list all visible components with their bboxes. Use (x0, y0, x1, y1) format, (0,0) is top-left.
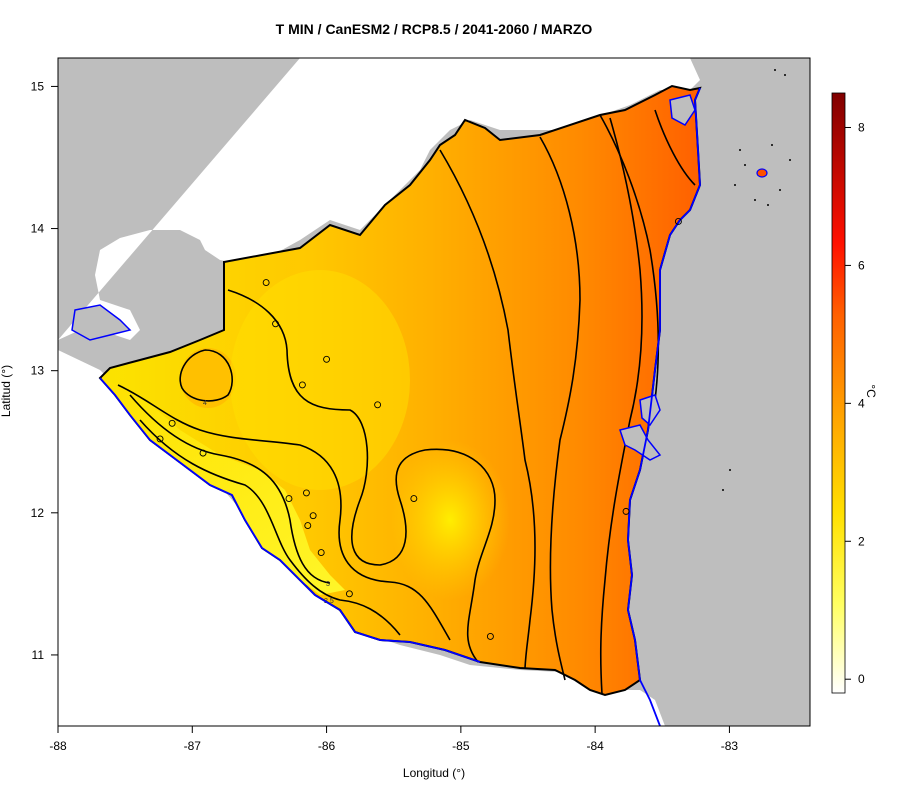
station-marker (374, 401, 382, 409)
lake-managua (619, 424, 662, 461)
chart-title: T MIN / CanESM2 / RCP8.5 / 2041-2060 / M… (275, 21, 593, 37)
x-tick-label: -86 (318, 739, 336, 753)
station-marker (298, 381, 306, 389)
contour-east-4b (599, 117, 643, 695)
contour-lines (117, 109, 696, 695)
y-tick-label: 13 (31, 364, 45, 378)
x-tick-label: -87 (184, 739, 202, 753)
x-axis-label: Longitud (°) (402, 766, 466, 780)
station-marker (345, 590, 353, 598)
station-marker (302, 489, 310, 497)
x-tick-label: -83 (721, 739, 739, 753)
station-marker (622, 507, 630, 515)
contour-coast-1.5 (139, 419, 401, 636)
contour-labels: 4 3 2.5 (203, 400, 334, 605)
station-marker (199, 449, 207, 457)
legend-tick-label: 8 (858, 120, 865, 134)
station-marker (317, 549, 325, 557)
station-markers (156, 217, 682, 640)
y-tick-label: 15 (31, 79, 45, 93)
corn-island (756, 168, 768, 178)
station-marker (323, 355, 331, 363)
station-marker (262, 279, 270, 287)
station-marker (486, 633, 494, 640)
gulf-of-fonseca (71, 304, 132, 341)
x-tick-label: -84 (586, 739, 604, 753)
contour-east-3 (439, 149, 536, 669)
x-axis: -88 -87 -86 -85 -84 -83 (49, 726, 738, 753)
contour-label: 4 (203, 400, 207, 407)
pacific-ocean (58, 350, 665, 726)
legend-tick-label: 6 (858, 258, 865, 272)
plot-frame (57, 57, 811, 727)
x-tick-label: -88 (49, 739, 67, 753)
y-tick-label: 11 (32, 648, 45, 662)
northwest-warm-pocket (180, 348, 236, 408)
legend-unit-label: °C (864, 384, 878, 398)
northeast-lagoon (669, 94, 696, 126)
legend-tick-label: 0 (858, 672, 865, 686)
y-tick-label: 14 (31, 222, 45, 236)
caribbean-coastline (627, 87, 701, 726)
station-marker (410, 495, 418, 503)
contour-ne (654, 109, 696, 186)
contour-coast-2b (129, 394, 331, 584)
station-marker (156, 435, 164, 443)
station-marker (285, 495, 293, 503)
contour-coast-5 (599, 114, 660, 401)
contour-label: 3 (326, 581, 330, 588)
station-marker (272, 320, 279, 328)
x-tick-label: -85 (452, 739, 470, 753)
contour-label: 2.5 (324, 598, 334, 605)
pacific-coastline (99, 377, 481, 663)
pacific-coast-band (100, 378, 345, 595)
contour-pocket (179, 349, 233, 402)
station-marker (168, 419, 176, 427)
legend-ticks: 0 2 4 6 8 (845, 120, 865, 686)
contour-east-4 (539, 136, 581, 681)
station-marker (304, 522, 312, 530)
y-axis-label: Latitud (°) (0, 364, 13, 418)
contour-west-2.5 (227, 289, 496, 663)
caribbean-sea (58, 58, 700, 340)
station-marker (674, 217, 682, 225)
legend-colorbar (831, 92, 846, 694)
legend-tick-label: 4 (858, 396, 865, 410)
y-tick-label: 12 (31, 506, 45, 520)
legend-tick-label: 2 (858, 534, 865, 548)
y-axis: 11 12 13 14 15 (31, 79, 58, 662)
station-marker (309, 512, 317, 520)
contour-coast-2 (117, 384, 451, 641)
